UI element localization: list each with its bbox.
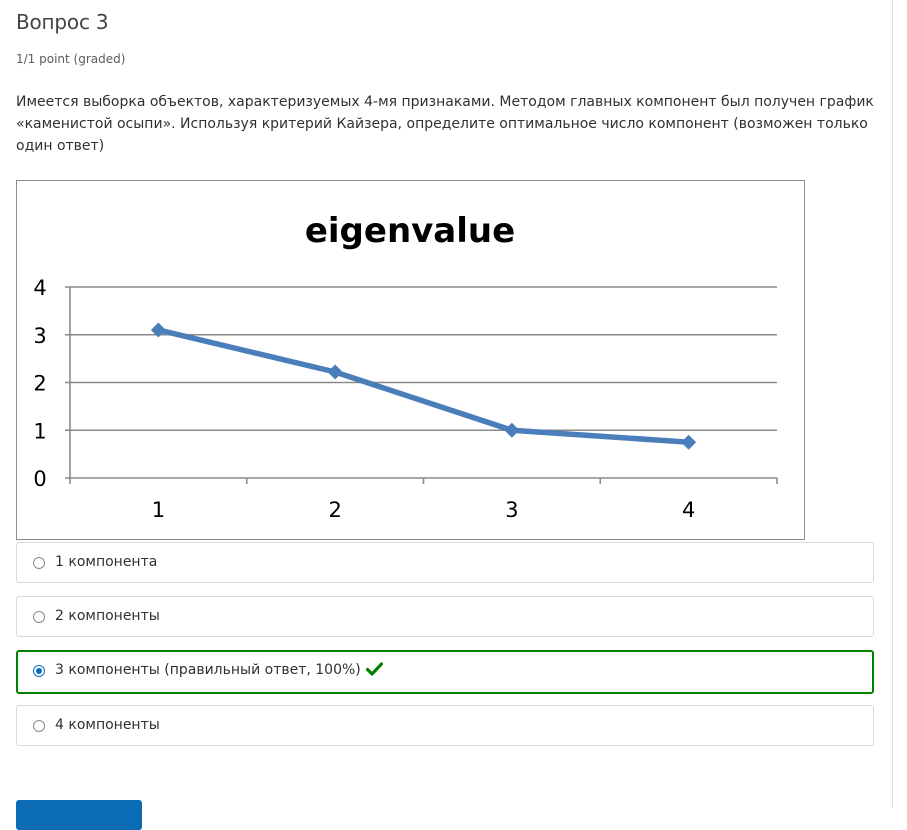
option-1[interactable]: 1 компонента (16, 542, 874, 583)
option-label: 3 компоненты (правильный ответ, 100%) (55, 662, 361, 678)
x-tick-label: 2 (328, 498, 341, 522)
y-tick-label: 2 (33, 372, 46, 396)
option-3-correct[interactable]: 3 компоненты (правильный ответ, 100%) (16, 650, 874, 694)
x-tick-label: 3 (505, 498, 518, 522)
checkmark-icon (365, 662, 383, 676)
option-label: 4 компоненты (55, 717, 160, 733)
question-title: Вопрос 3 (16, 10, 109, 34)
y-tick-label: 0 (33, 467, 46, 491)
data-point-marker (327, 364, 343, 380)
right-divider (892, 0, 893, 808)
data-point-marker (504, 422, 520, 438)
option-4[interactable]: 4 компоненты (16, 705, 874, 746)
option-label: 2 компоненты (55, 608, 160, 624)
radio-selected-dot (36, 668, 42, 674)
x-tick-label: 1 (152, 498, 165, 522)
radio-option-4[interactable] (33, 720, 45, 732)
option-2[interactable]: 2 компоненты (16, 596, 874, 637)
question-prompt: Имеется выборка объектов, характеризуемы… (16, 94, 874, 154)
scree-plot: eigenvalue 0 1 2 3 4 1 2 3 4 (16, 180, 805, 540)
question-points: 1/1 point (graded) (16, 52, 126, 66)
data-point-marker (681, 434, 697, 450)
y-tick-label: 3 (33, 324, 46, 348)
radio-option-2[interactable] (33, 611, 45, 623)
option-label: 1 компонента (55, 554, 158, 570)
scree-plot-svg: eigenvalue 0 1 2 3 4 1 2 3 4 (33, 211, 778, 522)
option-label-wrap: 3 компоненты (правильный ответ, 100%) (55, 662, 383, 678)
radio-option-1[interactable] (33, 557, 45, 569)
radio-option-3[interactable] (33, 665, 45, 677)
chart-title: eigenvalue (305, 211, 515, 251)
y-tick-label: 1 (33, 419, 46, 443)
data-point-marker (150, 322, 166, 338)
y-tick-label: 4 (33, 276, 46, 300)
series-line (155, 327, 692, 445)
submit-button[interactable] (16, 800, 142, 830)
x-tick-label: 4 (682, 498, 695, 522)
